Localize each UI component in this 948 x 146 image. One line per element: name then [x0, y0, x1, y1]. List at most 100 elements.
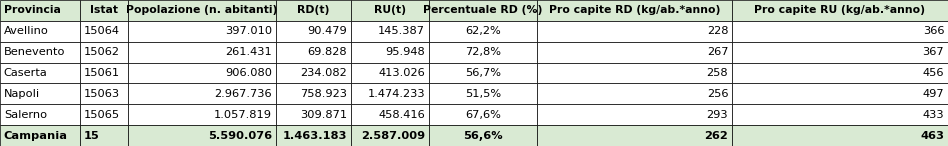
- Text: Pro capite RU (kg/ab.*anno): Pro capite RU (kg/ab.*anno): [755, 5, 925, 15]
- Text: 1.463.183: 1.463.183: [283, 131, 347, 141]
- Text: Istat: Istat: [90, 5, 118, 15]
- Text: Provincia: Provincia: [4, 5, 61, 15]
- Bar: [429, 42, 537, 63]
- Bar: [351, 21, 429, 42]
- Bar: [732, 0, 948, 21]
- Bar: [128, 125, 276, 146]
- Bar: [351, 83, 429, 104]
- Text: 397.010: 397.010: [225, 26, 272, 36]
- Bar: [128, 83, 276, 104]
- Text: 15: 15: [83, 131, 100, 141]
- Text: 228: 228: [706, 26, 728, 36]
- Bar: [351, 42, 429, 63]
- Bar: [80, 63, 128, 83]
- Bar: [276, 104, 351, 125]
- Bar: [732, 42, 948, 63]
- Text: 258: 258: [706, 68, 728, 78]
- Bar: [0, 63, 80, 83]
- Text: 15063: 15063: [83, 89, 119, 99]
- Text: RD(t): RD(t): [298, 5, 330, 15]
- Text: 51,5%: 51,5%: [465, 89, 501, 99]
- Bar: [537, 125, 732, 146]
- Bar: [276, 0, 351, 21]
- Bar: [351, 63, 429, 83]
- Text: 2.587.009: 2.587.009: [361, 131, 426, 141]
- Bar: [0, 83, 80, 104]
- Text: 463: 463: [921, 131, 944, 141]
- Bar: [732, 63, 948, 83]
- Bar: [537, 0, 732, 21]
- Bar: [351, 125, 429, 146]
- Text: 15065: 15065: [83, 110, 119, 120]
- Text: 72,8%: 72,8%: [465, 47, 501, 57]
- Bar: [276, 125, 351, 146]
- Bar: [732, 83, 948, 104]
- Bar: [537, 21, 732, 42]
- Text: Napoli: Napoli: [4, 89, 40, 99]
- Bar: [429, 104, 537, 125]
- Bar: [80, 104, 128, 125]
- Bar: [732, 104, 948, 125]
- Text: 15061: 15061: [83, 68, 119, 78]
- Bar: [537, 104, 732, 125]
- Bar: [80, 21, 128, 42]
- Text: 15062: 15062: [83, 47, 119, 57]
- Text: 758.923: 758.923: [301, 89, 347, 99]
- Bar: [429, 63, 537, 83]
- Text: 293: 293: [706, 110, 728, 120]
- Text: 1.057.819: 1.057.819: [214, 110, 272, 120]
- Bar: [0, 42, 80, 63]
- Text: 2.967.736: 2.967.736: [214, 89, 272, 99]
- Bar: [80, 125, 128, 146]
- Text: 62,2%: 62,2%: [465, 26, 501, 36]
- Text: 145.387: 145.387: [378, 26, 426, 36]
- Bar: [351, 104, 429, 125]
- Text: 56,7%: 56,7%: [465, 68, 501, 78]
- Bar: [537, 42, 732, 63]
- Bar: [537, 83, 732, 104]
- Bar: [0, 125, 80, 146]
- Bar: [80, 0, 128, 21]
- Bar: [80, 42, 128, 63]
- Text: 234.082: 234.082: [301, 68, 347, 78]
- Text: Avellino: Avellino: [4, 26, 48, 36]
- Bar: [80, 83, 128, 104]
- Bar: [429, 83, 537, 104]
- Text: Popolazione (n. abitanti): Popolazione (n. abitanti): [126, 5, 278, 15]
- Text: 497: 497: [922, 89, 944, 99]
- Bar: [276, 83, 351, 104]
- Text: Salerno: Salerno: [4, 110, 46, 120]
- Bar: [429, 0, 537, 21]
- Text: 56,6%: 56,6%: [464, 131, 502, 141]
- Text: 90.479: 90.479: [307, 26, 347, 36]
- Bar: [276, 42, 351, 63]
- Text: 267: 267: [706, 47, 728, 57]
- Bar: [732, 21, 948, 42]
- Bar: [732, 125, 948, 146]
- Bar: [128, 104, 276, 125]
- Bar: [429, 125, 537, 146]
- Text: 67,6%: 67,6%: [465, 110, 501, 120]
- Text: 15064: 15064: [83, 26, 119, 36]
- Text: 5.590.076: 5.590.076: [208, 131, 272, 141]
- Bar: [276, 63, 351, 83]
- Text: 261.431: 261.431: [226, 47, 272, 57]
- Text: RU(t): RU(t): [374, 5, 406, 15]
- Text: 456: 456: [922, 68, 944, 78]
- Text: Pro capite RD (kg/ab.*anno): Pro capite RD (kg/ab.*anno): [549, 5, 720, 15]
- Text: 906.080: 906.080: [226, 68, 272, 78]
- Text: Campania: Campania: [4, 131, 68, 141]
- Bar: [128, 63, 276, 83]
- Bar: [0, 104, 80, 125]
- Text: 366: 366: [922, 26, 944, 36]
- Bar: [128, 21, 276, 42]
- Text: 413.026: 413.026: [378, 68, 426, 78]
- Text: Benevento: Benevento: [4, 47, 65, 57]
- Text: Caserta: Caserta: [4, 68, 47, 78]
- Text: 433: 433: [922, 110, 944, 120]
- Bar: [128, 0, 276, 21]
- Bar: [0, 0, 80, 21]
- Text: 262: 262: [704, 131, 728, 141]
- Bar: [351, 0, 429, 21]
- Bar: [429, 21, 537, 42]
